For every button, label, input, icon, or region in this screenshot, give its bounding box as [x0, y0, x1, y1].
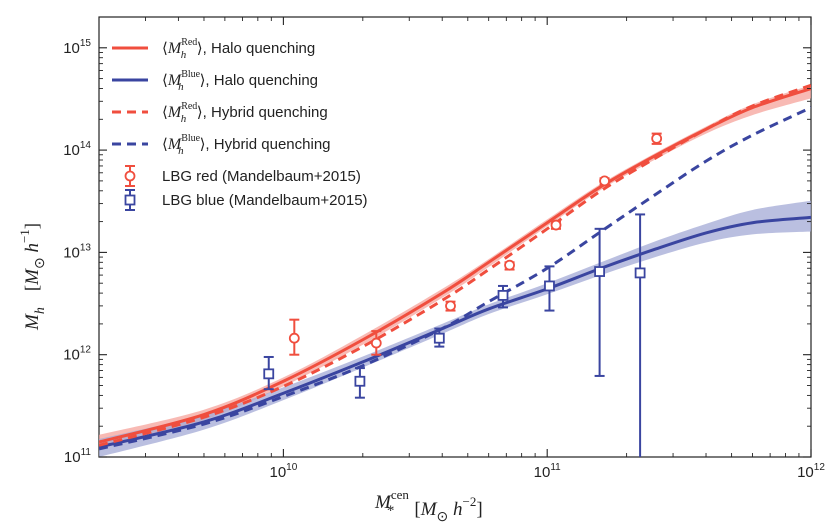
legend-label-red-hybrid: ⟨MRed h ⟩, Hybrid quenching [162, 101, 328, 125]
lbg-red-point [651, 133, 663, 144]
y-axis-label: Mh[M⊙ h−1] [17, 223, 48, 331]
x-tick-label: 1011 [534, 462, 562, 481]
y-tick-label: 1014 [63, 140, 91, 159]
lbg-blue-point [544, 280, 555, 292]
lbg-blue-point [263, 368, 275, 380]
lbg-red-point [504, 259, 515, 271]
legend-label-blue-hybrid: ⟨MBlue h ⟩, Hybrid quenching [162, 133, 331, 157]
lbg-red-point [445, 300, 456, 312]
lbg-blue-point [634, 267, 646, 279]
legend-marker-lbg-blue [124, 194, 136, 206]
legend-marker-lbg-red [124, 170, 136, 182]
lbg-red-point [599, 175, 610, 187]
blue-hybrid-line [99, 106, 811, 451]
y-tick-label: 1015 [63, 38, 91, 57]
legend-label-lbg-blue: LBG blue (Mandelbaum+2015) [162, 192, 368, 209]
legend-label-blue-halo: ⟨MBlue h ⟩, Halo quenching [162, 69, 318, 93]
blue-halo-line [99, 215, 811, 449]
x-axis-label: Mcen * [M⊙ h−2] [374, 487, 483, 525]
lbg-blue-point [433, 332, 445, 344]
lbg-red-point [370, 337, 382, 349]
lbg-red-point [550, 219, 562, 231]
x-tick-label: 1010 [269, 462, 297, 481]
lbg-blue-point [594, 266, 606, 277]
lbg-blue-point [354, 375, 366, 387]
y-tick-label: 1013 [63, 242, 91, 261]
lbg-red-point [288, 332, 300, 344]
y-tick-label: 1011 [64, 447, 92, 466]
red-halo-line [99, 87, 811, 444]
blue-halo-band [99, 200, 811, 457]
legend-label-red-halo: ⟨MRed h ⟩, Halo quenching [162, 37, 315, 61]
x-tick-label: 1012 [797, 462, 825, 481]
legend-label-lbg-red: LBG red (Mandelbaum+2015) [162, 168, 361, 185]
y-tick-label: 1012 [63, 345, 91, 364]
lbg-blue-point [497, 289, 509, 301]
